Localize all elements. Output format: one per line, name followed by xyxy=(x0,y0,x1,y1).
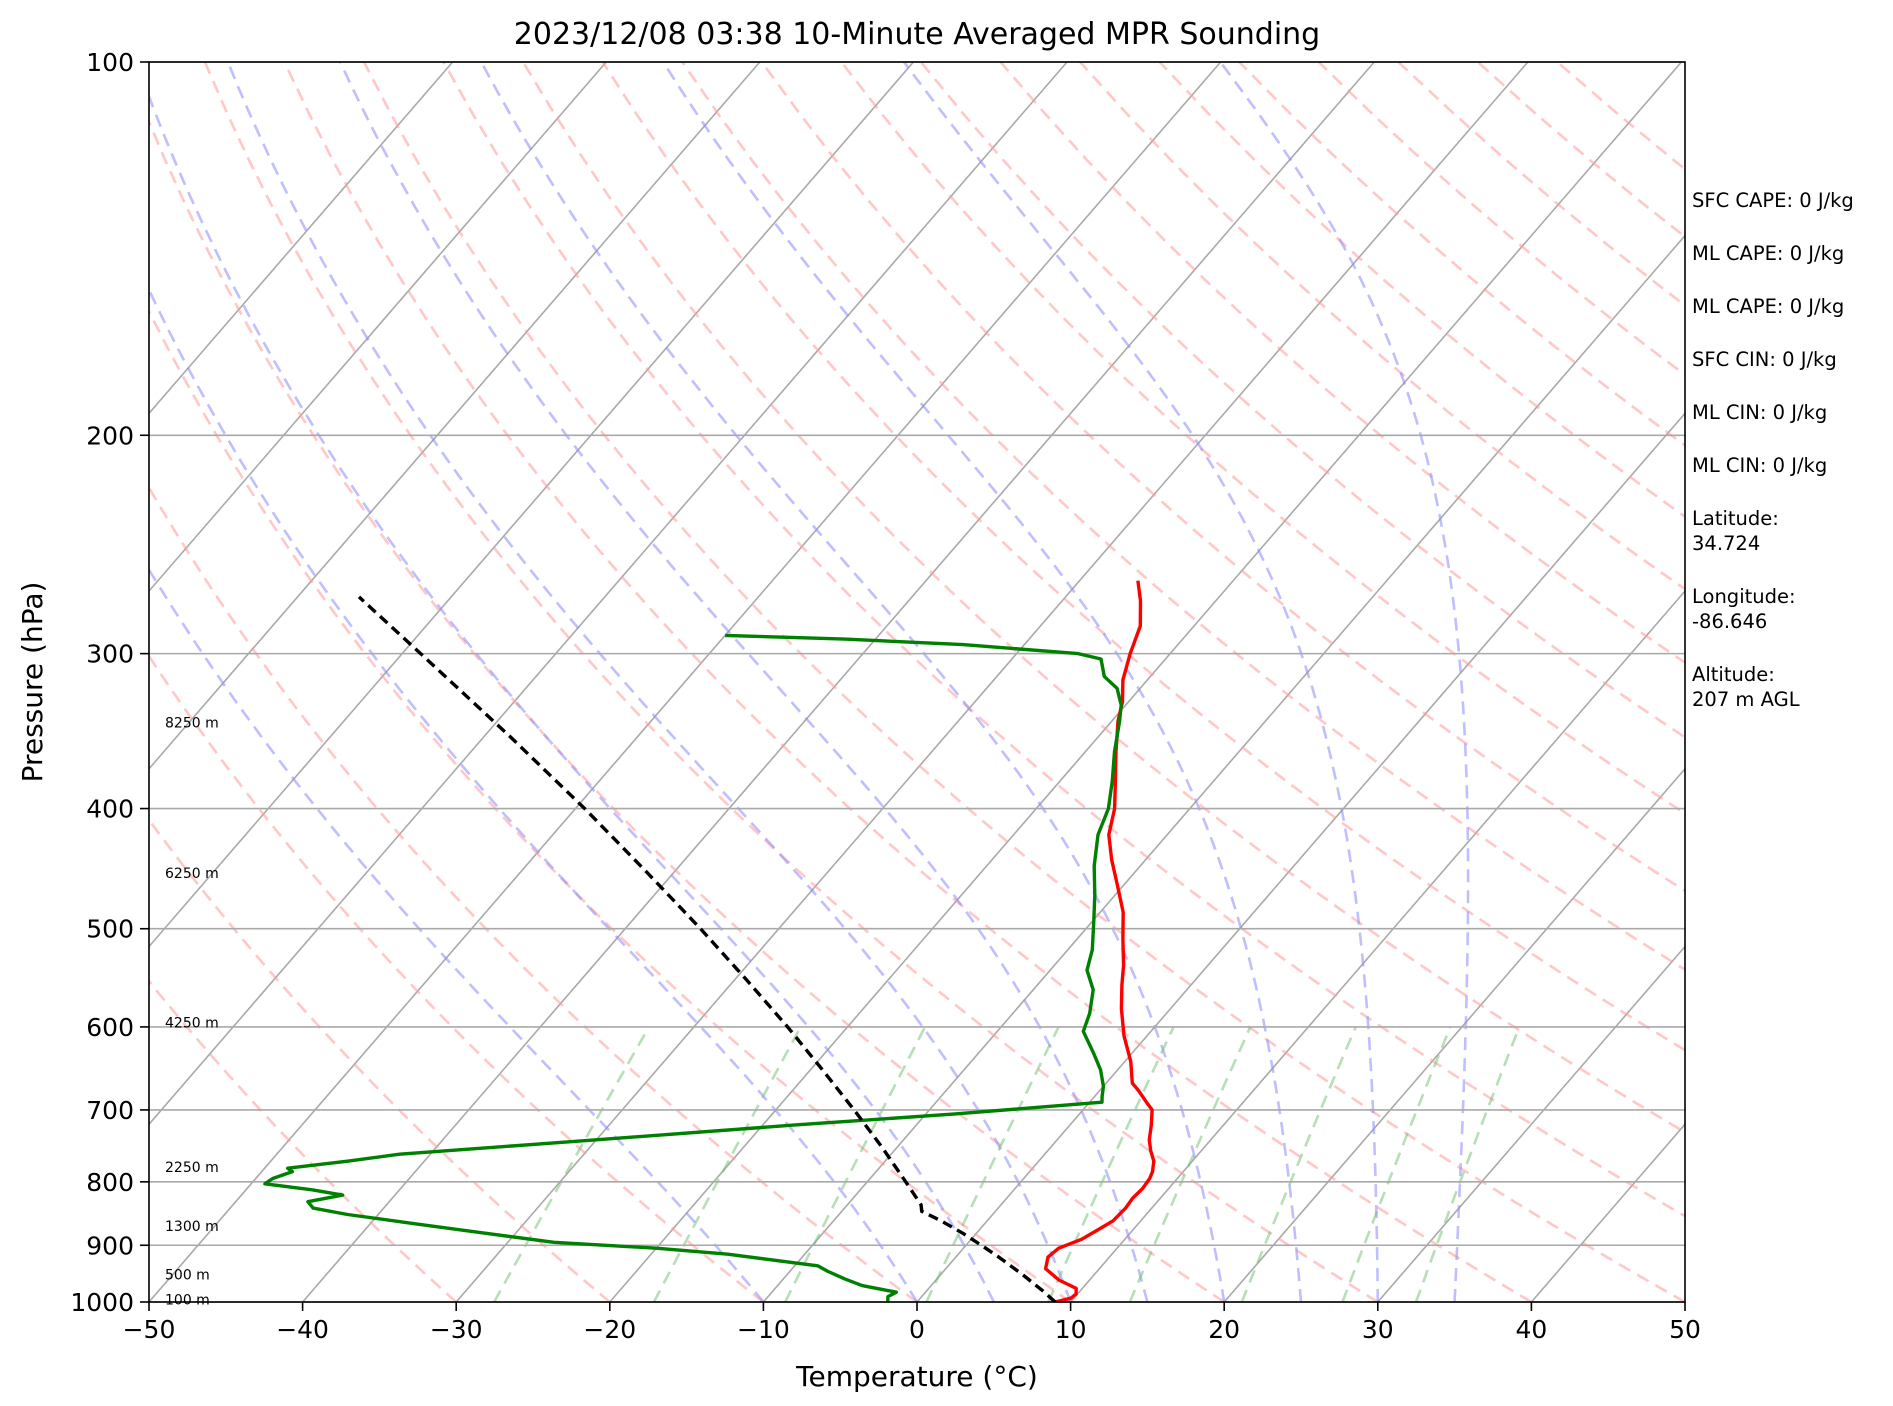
y-axis-ticks: 1000 900 800 700 600 500 400 300 200 100 xyxy=(70,48,149,1317)
isotherm-line xyxy=(762,234,1685,1302)
y-tick-label: 700 xyxy=(86,1096,134,1125)
x-tick-label: −30 xyxy=(430,1315,483,1344)
y-tick-label: 800 xyxy=(86,1168,134,1197)
dry-adiabat-line xyxy=(283,62,1533,1302)
isotherm-line xyxy=(149,62,1222,1302)
moist-adiabat-line xyxy=(902,62,1380,1302)
sounding-profiles xyxy=(263,580,1156,1302)
x-tick-label: 0 xyxy=(909,1315,925,1344)
y-tick-label: 400 xyxy=(86,795,134,824)
isotherm-line xyxy=(609,62,1683,1302)
height-labels: 100 m 500 m 1300 m 2250 m 4250 m 6250 m 8250 m xyxy=(165,716,219,1309)
isotherm-line xyxy=(455,62,1529,1302)
x-tick-label: −20 xyxy=(583,1315,636,1344)
dry-adiabat-line xyxy=(601,62,1685,1052)
y-tick-label: 600 xyxy=(86,1013,134,1042)
moist-adiabat-line xyxy=(149,93,995,1302)
dry-adiabat-line xyxy=(149,308,1072,1302)
mixing-ratio-line xyxy=(1240,1026,1357,1302)
x-tick-label: 10 xyxy=(1055,1315,1087,1344)
isotherm-line xyxy=(1223,767,1685,1302)
height-label: 1300 m xyxy=(165,1219,219,1235)
mixing-ratio-line xyxy=(1128,1026,1252,1302)
y-tick-label: 300 xyxy=(86,640,134,669)
x-tick-label: 20 xyxy=(1208,1315,1240,1344)
isotherm-line xyxy=(149,62,607,593)
chart-title: 2023/12/08 03:38 10-Minute Averaged MPR … xyxy=(514,17,1320,52)
isotherm-line xyxy=(1069,589,1685,1302)
sounding-parameter: ML CIN: 0 J/kg xyxy=(1692,401,1828,424)
isotherm-line xyxy=(1377,945,1685,1302)
dewpoint-line xyxy=(263,633,1123,1302)
sounding-parameter: SFC CAPE: 0 J/kg xyxy=(1692,189,1854,212)
dry-adiabat-line xyxy=(149,817,611,1302)
dry-adiabat-line xyxy=(149,118,1225,1302)
x-tick-label: 30 xyxy=(1362,1315,1394,1344)
height-label: 8250 m xyxy=(165,716,219,732)
sounding-parameter: ML CAPE: 0 J/kg xyxy=(1692,242,1845,265)
sounding-parameter: SFC CIN: 0 J/kg xyxy=(1692,348,1837,371)
y-tick-label: 900 xyxy=(86,1231,134,1260)
dry-adiabat-line xyxy=(1079,62,1685,591)
height-label: 100 m xyxy=(165,1292,210,1308)
mixing-ratio-line xyxy=(1341,1026,1452,1302)
isotherm-line xyxy=(149,62,761,771)
x-tick-label: −10 xyxy=(737,1315,790,1344)
x-tick-label: 40 xyxy=(1515,1315,1547,1344)
x-tick-label: −50 xyxy=(123,1315,176,1344)
sounding-parameter: Latitude: 34.724 xyxy=(1692,507,1779,555)
dry-adiabat-line xyxy=(203,62,1379,1302)
height-label: 6250 m xyxy=(165,866,219,882)
moist-adiabat-line xyxy=(1219,62,1470,1302)
moist-adiabat-line xyxy=(339,62,1149,1302)
x-axis-ticks: −50 −40 −30 −20 −10 0 10 20 30 40 50 xyxy=(123,1302,1701,1344)
y-tick-label: 100 xyxy=(86,48,134,77)
moist-adiabat-line xyxy=(149,567,765,1302)
mixing-ratio-line xyxy=(492,1026,651,1302)
moist-adiabat-line xyxy=(226,62,1072,1302)
sounding-parameter: ML CAPE: 0 J/kg xyxy=(1692,295,1845,318)
sounding-parameter: Altitude: 207 m AGL xyxy=(1692,663,1800,711)
dry-adiabat-line xyxy=(149,653,765,1302)
moist-adiabat-line xyxy=(662,62,1303,1302)
isotherm-line xyxy=(301,62,1375,1302)
dry-adiabat-line xyxy=(442,62,1685,1218)
moist-adiabat-line xyxy=(149,287,919,1302)
moist-adiabat-line xyxy=(480,62,1226,1302)
sounding-parameter: Longitude: -86.646 xyxy=(1692,585,1796,633)
height-label: 500 m xyxy=(165,1267,210,1283)
mixing-ratio-line xyxy=(784,1026,927,1302)
y-tick-label: 200 xyxy=(86,421,134,450)
mixing-ratio-line xyxy=(1414,1026,1521,1302)
isotherm-line xyxy=(916,412,1685,1302)
x-tick-label: 50 xyxy=(1669,1315,1701,1344)
mixing-ratio-line xyxy=(925,1026,1060,1302)
y-tick-label: 500 xyxy=(86,915,134,944)
dry-adiabat-line xyxy=(362,62,1685,1302)
temperature-line xyxy=(1043,580,1156,1302)
dry-adiabat-line xyxy=(521,62,1685,1134)
y-tick-label: 1000 xyxy=(70,1288,134,1317)
sounding-parameter: ML CIN: 0 J/kg xyxy=(1692,454,1828,477)
dry-adiabat-line xyxy=(149,979,458,1302)
x-tick-label: −40 xyxy=(276,1315,329,1344)
parcel-profile-line xyxy=(357,595,1057,1302)
isotherm-line xyxy=(149,62,1068,1126)
y-axis-label: Pressure (hPa) xyxy=(16,582,49,783)
isotherm-line xyxy=(149,62,915,948)
x-axis-label: Temperature (°C) xyxy=(795,1360,1038,1393)
height-label: 4250 m xyxy=(165,1015,219,1031)
isotherm-line xyxy=(149,62,454,415)
sounding-parameters: SFC CAPE: 0 J/kg ML CAPE: 0 J/kg ML CAPE: … xyxy=(1692,188,1892,740)
height-label: 2250 m xyxy=(165,1160,219,1176)
